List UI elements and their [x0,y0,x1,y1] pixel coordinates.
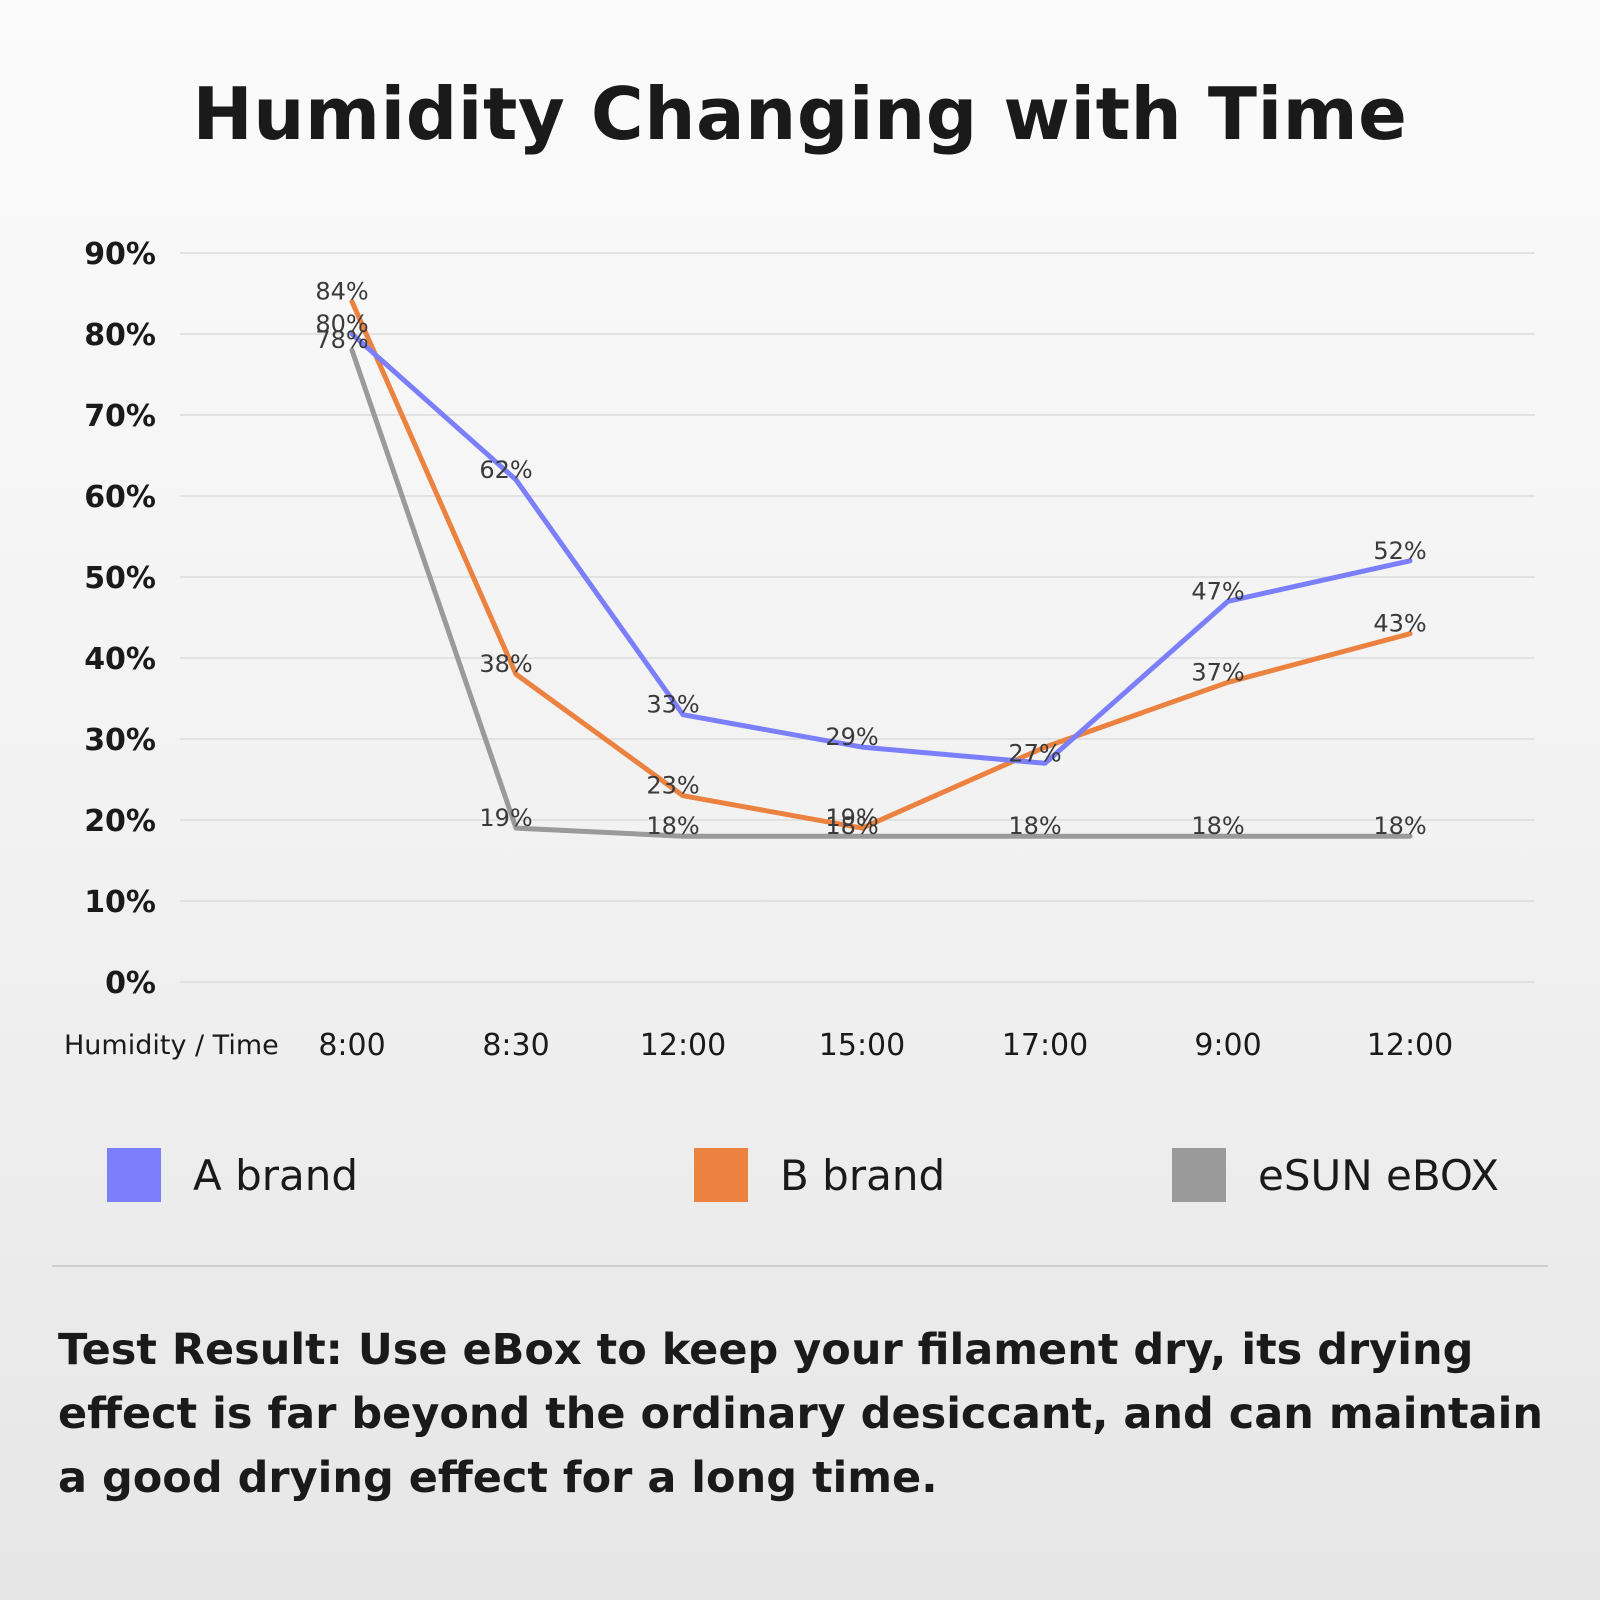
series-line-esun-ebox [349,347,1413,839]
data-label: 18% [1191,812,1244,840]
series-line-b-brand [349,299,1413,831]
legend-label-b-brand: B brand [780,1150,946,1200]
x-axis-ticks: 8:00 8:30 12:00 15:00 17:00 9:00 12:00 [318,1028,1453,1063]
series-line-a-brand [349,331,1413,766]
data-label: 33% [646,691,699,719]
x-tick-label: 15:00 [819,1028,905,1063]
data-labels: 80% 62% 33% 29% 27% 47% 52% 84% 38% 23% 19% 37% 43% 7… [315,278,1426,841]
y-tick-label: 90% [84,237,156,272]
data-label: 47% [1191,577,1244,605]
legend-label-esun-ebox: eSUN eBOX [1258,1150,1500,1200]
legend-swatch-a-brand [107,1148,161,1202]
x-tick-label: 8:00 [318,1028,385,1063]
x-tick-label: 12:00 [640,1028,726,1063]
y-tick-label: 0% [105,966,156,1001]
data-label: 18% [825,812,878,840]
data-label: 37% [1191,658,1244,686]
y-tick-label: 10% [84,885,156,920]
data-label: 43% [1373,610,1426,638]
legend-label-a-brand: A brand [193,1150,359,1200]
data-label: 52% [1373,537,1426,565]
y-tick-label: 40% [84,642,156,677]
chart-title: Humidity Changing with Time [192,72,1408,156]
x-tick-label: 17:00 [1002,1028,1088,1063]
legend-swatch-esun-ebox [1172,1148,1226,1202]
x-tick-label: 12:00 [1367,1028,1453,1063]
grid-lines [180,252,1535,983]
data-label: 29% [825,723,878,751]
data-label: 23% [646,772,699,800]
data-label: 38% [479,650,532,678]
data-label: 19% [479,804,532,832]
y-tick-label: 20% [84,804,156,839]
y-axis-ticks: 0% 10% 20% 30% 40% 50% 60% 70% 80% 90% [84,237,156,1001]
data-label: 18% [1373,812,1426,840]
data-label: 84% [315,278,368,306]
x-axis-title: Humidity / Time [64,1030,279,1061]
x-tick-label: 9:00 [1194,1028,1261,1063]
divider [52,1265,1548,1267]
data-label: 19% [825,804,878,832]
y-tick-label: 50% [84,561,156,596]
legend-swatch-b-brand [694,1148,748,1202]
y-tick-label: 80% [84,318,156,353]
series-lines [349,299,1413,839]
data-label: 78% [315,326,368,354]
data-label: 62% [479,456,532,484]
data-label: 27% [1008,739,1061,767]
x-tick-label: 8:30 [482,1028,549,1063]
data-label: 18% [1008,812,1061,840]
data-label: 80% [315,310,368,338]
data-label: 18% [646,812,699,840]
y-tick-label: 60% [84,480,156,515]
legend-item-esun-ebox: eSUN eBOX [1172,1148,1499,1202]
legend-item-a-brand: A brand [107,1148,358,1202]
test-result-text: Test Result: Use eBox to keep your filam… [58,1325,1543,1503]
y-tick-label: 30% [84,723,156,758]
legend-item-b-brand: B brand [694,1148,945,1202]
y-tick-label: 70% [84,399,156,434]
humidity-line-chart: 0% 10% 20% 30% 40% 50% 60% 70% 80% 90% 8:00 8:30 12… [64,237,1535,1063]
